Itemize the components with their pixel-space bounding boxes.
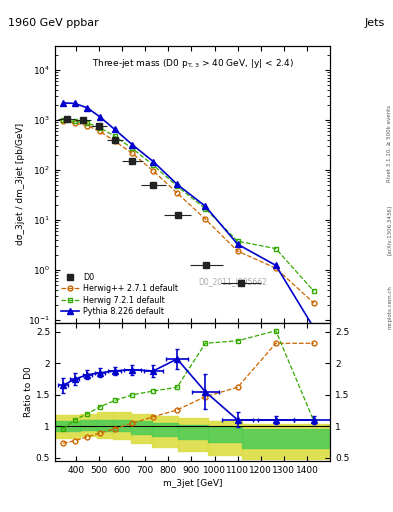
Text: mcplots.cern.ch: mcplots.cern.ch xyxy=(387,285,392,329)
X-axis label: m_3jet [GeV]: m_3jet [GeV] xyxy=(163,479,222,488)
Text: Rivet 3.1.10, ≥ 500k events: Rivet 3.1.10, ≥ 500k events xyxy=(387,105,392,182)
Text: D0_2011_I895662: D0_2011_I895662 xyxy=(198,278,267,287)
Y-axis label: dσ_3jet / dm_3jet [pb/GeV]: dσ_3jet / dm_3jet [pb/GeV] xyxy=(16,123,25,245)
Text: 1960 GeV ppbar: 1960 GeV ppbar xyxy=(8,18,99,28)
Text: [arXiv:1306.3436]: [arXiv:1306.3436] xyxy=(387,205,392,255)
Y-axis label: Ratio to D0: Ratio to D0 xyxy=(24,366,33,417)
Legend: D0, Herwig++ 2.7.1 default, Herwig 7.2.1 default, Pythia 8.226 default: D0, Herwig++ 2.7.1 default, Herwig 7.2.1… xyxy=(59,270,181,318)
Text: Three-jet mass (D0 $\mathregular{p_{T,3}}$ > 40 GeV, |y| < 2.4): Three-jet mass (D0 $\mathregular{p_{T,3}… xyxy=(92,57,294,70)
Text: Jets: Jets xyxy=(365,18,385,28)
